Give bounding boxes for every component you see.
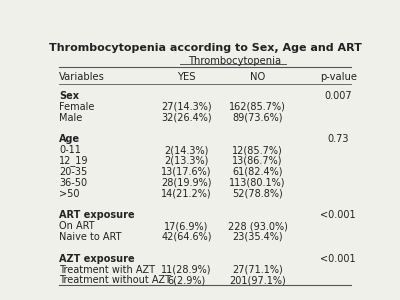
Text: 32(26.4%): 32(26.4%) <box>161 112 212 122</box>
Text: Thrombocytopenia: Thrombocytopenia <box>188 56 281 66</box>
Text: 89(73.6%): 89(73.6%) <box>232 112 283 122</box>
Text: Sex: Sex <box>59 91 79 101</box>
Text: 162(85.7%): 162(85.7%) <box>229 102 286 112</box>
Text: 52(78.8%): 52(78.8%) <box>232 188 283 199</box>
Text: >50: >50 <box>59 188 80 199</box>
Text: 27(71.1%): 27(71.1%) <box>232 265 283 275</box>
Text: 36-50: 36-50 <box>59 178 88 188</box>
Text: 228 (93.0%): 228 (93.0%) <box>228 221 288 231</box>
Text: Male: Male <box>59 112 82 122</box>
Text: ART exposure: ART exposure <box>59 210 135 220</box>
Text: 23(35.4%): 23(35.4%) <box>232 232 283 242</box>
Text: Treatment with AZT: Treatment with AZT <box>59 265 155 275</box>
Text: 61(82.4%): 61(82.4%) <box>232 167 283 177</box>
Text: 17(6.9%): 17(6.9%) <box>164 221 208 231</box>
Text: Treatment without AZT: Treatment without AZT <box>59 275 171 285</box>
Text: NO: NO <box>250 72 265 82</box>
Text: 113(80.1%): 113(80.1%) <box>230 178 286 188</box>
Text: 12(85.7%): 12(85.7%) <box>232 145 283 155</box>
Text: 28(19.9%): 28(19.9%) <box>161 178 212 188</box>
Text: 0.007: 0.007 <box>324 91 352 101</box>
Text: <0.001: <0.001 <box>320 210 356 220</box>
Text: 27(14.3%): 27(14.3%) <box>161 102 212 112</box>
Text: 0.73: 0.73 <box>328 134 349 144</box>
Text: 13(86.7%): 13(86.7%) <box>232 156 283 166</box>
Text: 201(97.1%): 201(97.1%) <box>229 275 286 285</box>
Text: YES: YES <box>177 72 196 82</box>
Text: Thrombocytopenia according to Sex, Age and ART: Thrombocytopenia according to Sex, Age a… <box>48 43 362 53</box>
Text: 14(21.2%): 14(21.2%) <box>161 188 212 199</box>
Text: 0-11: 0-11 <box>59 145 81 155</box>
Text: 13(17.6%): 13(17.6%) <box>161 167 212 177</box>
Text: 6(2.9%): 6(2.9%) <box>167 275 206 285</box>
Text: 12_19: 12_19 <box>59 155 89 167</box>
Text: 11(28.9%): 11(28.9%) <box>161 265 212 275</box>
Text: Age: Age <box>59 134 80 144</box>
Text: 2(14.3%): 2(14.3%) <box>164 145 208 155</box>
Text: 2(13.3%): 2(13.3%) <box>164 156 208 166</box>
Text: AZT exposure: AZT exposure <box>59 254 135 264</box>
Text: Naive to ART: Naive to ART <box>59 232 122 242</box>
Text: Variables: Variables <box>59 72 105 82</box>
Text: 42(64.6%): 42(64.6%) <box>161 232 212 242</box>
Text: On ART: On ART <box>59 221 95 231</box>
Text: 20-35: 20-35 <box>59 167 88 177</box>
Text: <0.001: <0.001 <box>320 254 356 264</box>
Text: p-value: p-value <box>320 72 357 82</box>
Text: Female: Female <box>59 102 95 112</box>
